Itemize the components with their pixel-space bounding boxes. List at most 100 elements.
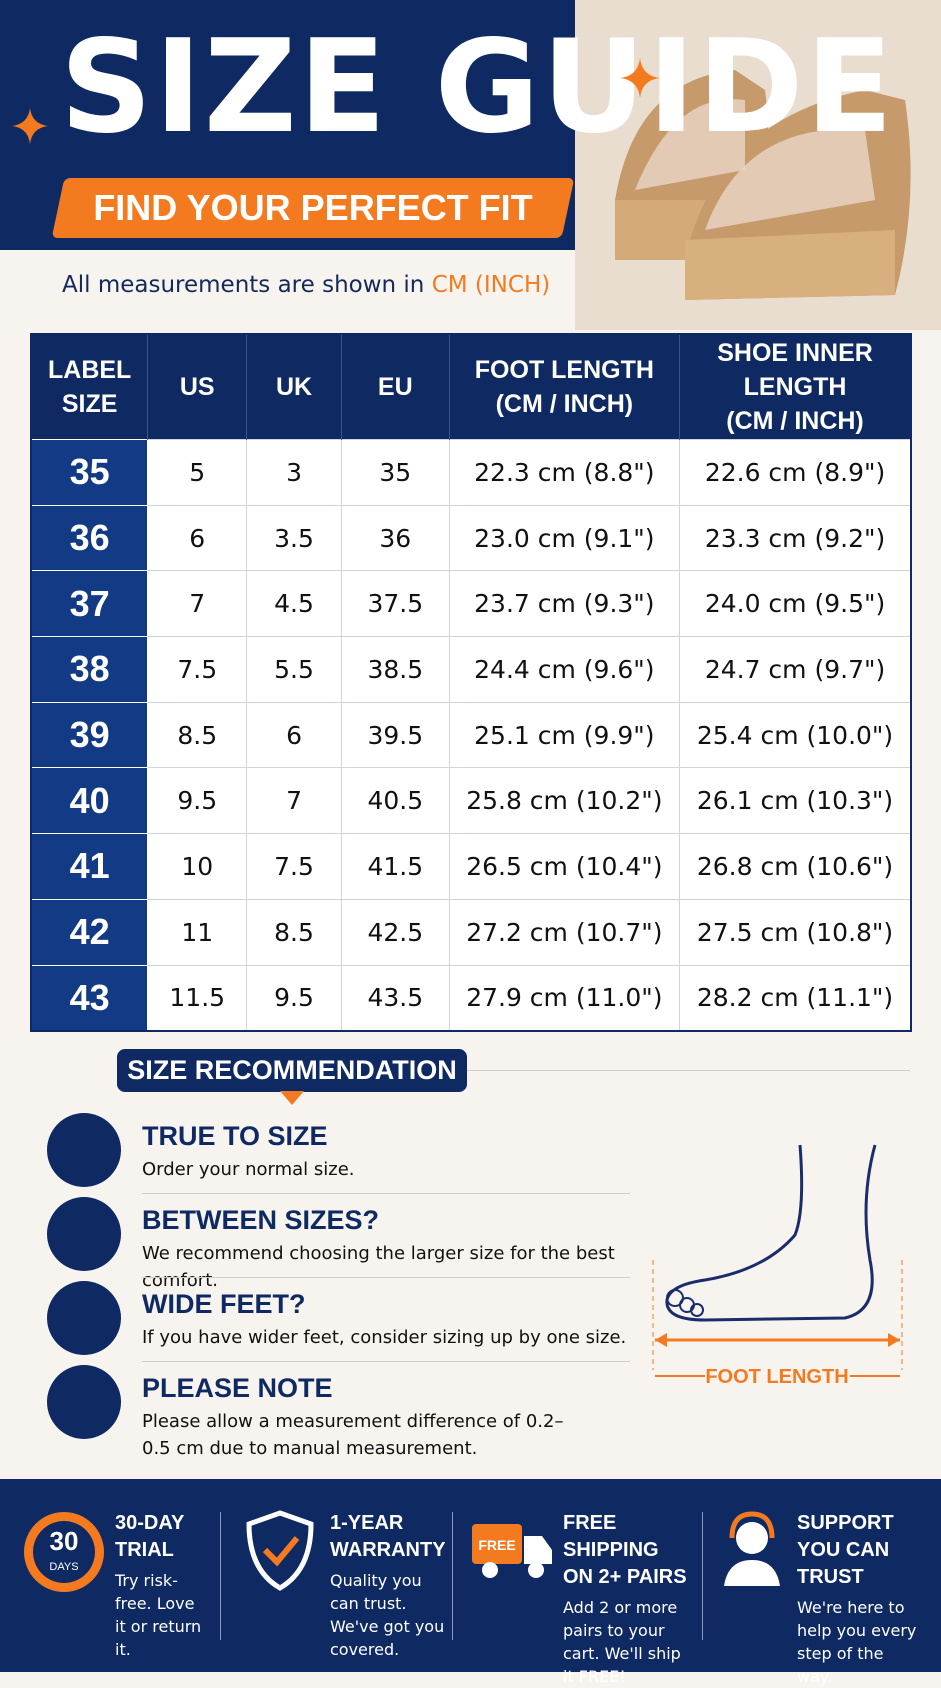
icon-text: FREE — [478, 1537, 515, 1553]
badge-number: 30 — [50, 1526, 79, 1556]
size-table: LABEL SIZE US UK EU FOOT LENGTH (CM / INCH) SHO… — [30, 333, 912, 1032]
sparkle — [620, 58, 660, 98]
table-row: 40 9.5 7 40.5 25.8 cm (10.2") 26.1 cm (10.3") — [30, 767, 912, 835]
divider — [452, 1512, 453, 1640]
item-title: BETWEEN SIZES? — [142, 1205, 380, 1235]
cell: 24.0 cm (9.5") — [679, 570, 912, 638]
cell: 9.5 — [147, 767, 248, 835]
header-row: LABEL SIZE US UK EU FOOT LENGTH (CM / INCH) SHO… — [31, 334, 912, 440]
cell: 27.5 cm (10.8") — [679, 898, 912, 966]
table-row: 42 11 8.5 42.5 27.2 cm (10.7") 27.5 cm (10.8"… — [30, 898, 912, 966]
truck-icon: FREE — [472, 1524, 552, 1578]
measurement-note: All measurements are shown in CM (INCH) — [62, 272, 550, 298]
feature: 30-DAY TRIAL Try risk-free. Love it or re… — [115, 1510, 265, 1661]
icon-circle — [47, 1113, 121, 1187]
cell: 43.5 — [340, 964, 450, 1032]
cell: 27.9 cm (11.0") — [448, 964, 681, 1032]
column-header: SHOE INNER LENGTH (CM / INCH) — [679, 334, 912, 440]
cell: 39.5 — [340, 701, 450, 769]
cell: 3.5 — [246, 504, 342, 572]
cell: 11.5 — [147, 964, 248, 1032]
label-size: 39 — [30, 701, 149, 769]
feature-title: FREE SHIPPING ON 2+ PAIRS — [563, 1512, 687, 1588]
cell: 26.1 cm (10.3") — [679, 767, 912, 835]
header-line: SHOE INNER LENGTH — [717, 339, 873, 401]
cell: 8.5 — [246, 898, 342, 966]
column-header: FOOT LENGTH (CM / INCH) — [449, 334, 681, 440]
section-title: SIZE RECOMMENDATION — [117, 1049, 467, 1092]
cell: 3 — [246, 439, 342, 506]
feature: 1-YEAR WARRANTY Quality you can trust. We… — [330, 1510, 480, 1661]
header-line: (CM / INCH) — [495, 390, 634, 418]
cell: 8.5 — [147, 701, 248, 769]
column-header: LABEL SIZE — [31, 334, 149, 440]
feature-text: Try risk-free. Love it or return it. — [115, 1571, 202, 1659]
cell: 24.4 cm (9.6") — [448, 636, 681, 703]
feature-text: Add 2 or more pairs to your cart. We'll … — [563, 1598, 681, 1686]
recommendation-item: PLEASE NOTE Please allow a measurement di… — [142, 1373, 632, 1462]
cell: 40.5 — [340, 767, 450, 835]
cell: 35 — [340, 439, 450, 506]
table-row: 35 5 3 35 22.3 cm (8.8") 22.6 cm (8.9") — [30, 439, 912, 506]
table-row: 38 7.5 5.5 38.5 24.4 cm (9.6") 24.7 cm (9.7") — [30, 636, 912, 703]
header-line: EU — [377, 373, 413, 401]
divider — [440, 1070, 910, 1071]
column-header: UK — [246, 334, 342, 440]
label-size: 35 — [30, 439, 149, 506]
cell: 22.3 cm (8.8") — [448, 439, 681, 506]
cell: 27.2 cm (10.7") — [448, 898, 681, 966]
cell: 7 — [246, 767, 342, 835]
cell: 42.5 — [340, 898, 450, 966]
cell: 25.1 cm (9.9") — [448, 701, 681, 769]
cell: 28.2 cm (11.1") — [679, 964, 912, 1032]
label-size: 36 — [30, 504, 149, 572]
cell: 7 — [147, 570, 248, 638]
recommendation-item: TRUE TO SIZE Order your normal size. — [142, 1121, 632, 1183]
cell: 22.6 cm (8.9") — [679, 439, 912, 506]
table-row: 41 10 7.5 41.5 26.5 cm (10.4") 26.8 cm (10.6"… — [30, 833, 912, 900]
feature-title: 1-YEAR WARRANTY — [330, 1512, 446, 1561]
cell: 10 — [147, 833, 248, 900]
cell: 11 — [147, 898, 248, 966]
item-title: WIDE FEET? — [142, 1289, 306, 1319]
divider — [702, 1512, 703, 1640]
shoe-photo — [575, 0, 941, 330]
item-text: If you have wider feet, consider sizing … — [142, 1327, 627, 1348]
cell: 41.5 — [340, 833, 450, 900]
separator — [142, 1361, 630, 1362]
footer — [0, 1479, 941, 1672]
feature: SUPPORT YOU CAN TRUST We're here to help … — [797, 1510, 941, 1688]
label-size: 43 — [30, 964, 149, 1032]
item-text: We recommend choosing the larger size fo… — [142, 1243, 615, 1291]
header-line: US — [179, 373, 215, 401]
separator — [142, 1193, 630, 1194]
cell: 25.8 cm (10.2") — [448, 767, 681, 835]
label-size: 40 — [30, 767, 149, 835]
cell: 6 — [147, 504, 248, 572]
badge-unit: DAYS — [49, 1561, 78, 1573]
feature-text: Quality you can trust. We've got you cov… — [330, 1571, 445, 1659]
table-row: 36 6 3.5 36 23.0 cm (9.1") 23.3 cm (9.2") — [30, 504, 912, 572]
cell: 36 — [340, 504, 450, 572]
label-size: 37 — [30, 570, 149, 638]
subtitle: FIND YOUR PERFECT FIT — [93, 187, 533, 228]
feature-title: SUPPORT YOU CAN TRUST — [797, 1512, 894, 1588]
table-row: 37 7 4.5 37.5 23.7 cm (9.3") 24.0 cm (9.5") — [30, 570, 912, 638]
label-size: 42 — [30, 898, 149, 966]
header-line: (CM / INCH) — [726, 407, 864, 435]
note-highlight: CM (INCH) — [431, 272, 551, 298]
diagram-label: FOOT LENGTH — [705, 1366, 848, 1388]
header-line: LABEL — [48, 356, 132, 384]
cell: 4.5 — [246, 570, 342, 638]
badge: 30 DAYS — [24, 1512, 104, 1592]
column-header: EU — [341, 334, 450, 440]
label-size: 38 — [30, 636, 149, 703]
cell: 26.8 cm (10.6") — [679, 833, 912, 900]
pointer — [280, 1091, 304, 1105]
support-icon — [724, 1511, 780, 1586]
cell: 23.3 cm (9.2") — [679, 504, 912, 572]
item-title: TRUE TO SIZE — [142, 1121, 328, 1151]
cell: 37.5 — [340, 570, 450, 638]
icon-circle — [47, 1197, 121, 1271]
note-text: All measurements are shown in — [62, 272, 425, 298]
